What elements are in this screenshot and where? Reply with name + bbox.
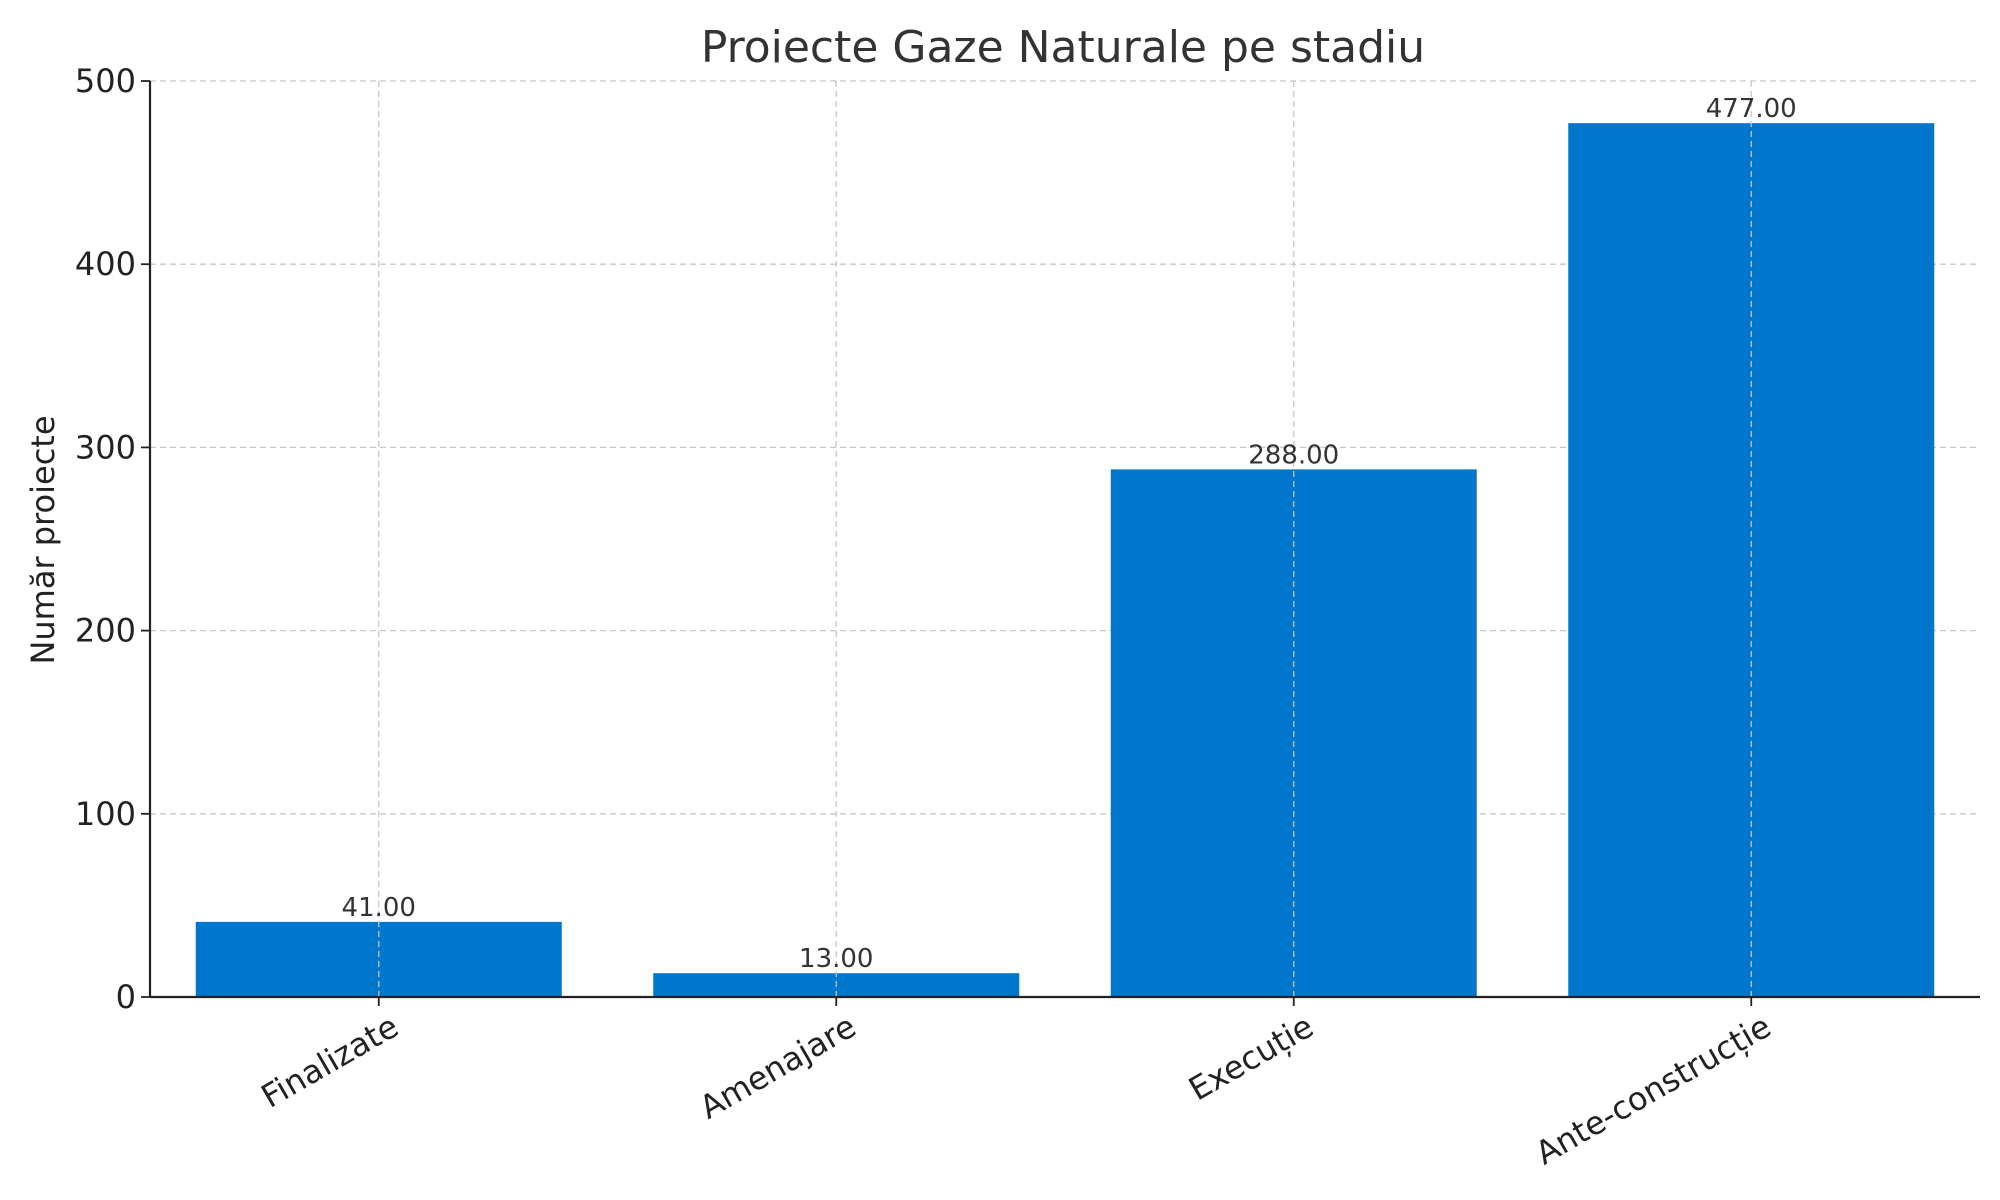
x-tick-label: Finalizate xyxy=(255,1007,405,1116)
bar-data-label: 41.00 xyxy=(342,893,416,923)
y-tick-label: 100 xyxy=(75,795,136,833)
chart-title: Proiecte Gaze Naturale pe stadiu xyxy=(701,22,1425,73)
x-tick-label: Amenajare xyxy=(693,1007,862,1127)
bar-data-label: 13.00 xyxy=(799,944,873,974)
x-tick-label: Ante-construcție xyxy=(1529,1007,1777,1172)
y-tick-label: 200 xyxy=(75,612,136,650)
bar-data-label: 288.00 xyxy=(1248,440,1339,470)
y-tick-label: 500 xyxy=(75,62,136,100)
y-tick-label: 300 xyxy=(75,428,136,466)
bar-data-label: 477.00 xyxy=(1706,94,1797,124)
x-tick-label: Execuție xyxy=(1182,1007,1320,1108)
axes-layer xyxy=(148,81,1980,999)
y-tick-label: 0 xyxy=(116,978,136,1016)
y-axis-label: Număr proiecte xyxy=(24,415,62,664)
y-tick-label: 400 xyxy=(75,245,136,283)
bars-layer xyxy=(195,81,1935,998)
labels-layer: 0 100 200 300 400 500 41.00 Finalizate 13.00 Amen… xyxy=(75,62,1797,1172)
